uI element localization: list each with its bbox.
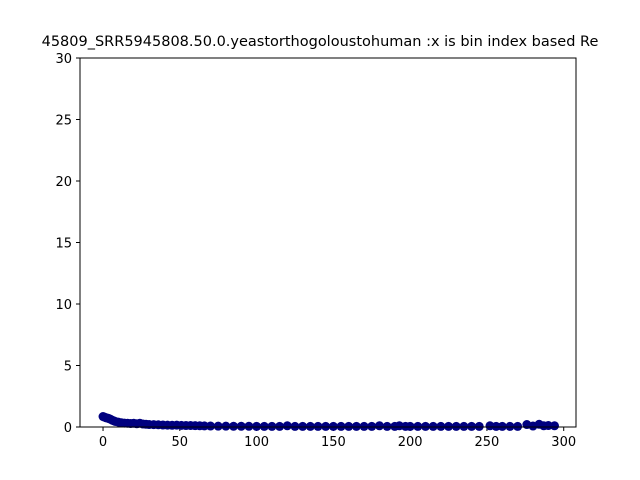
data-point [459,421,469,431]
data-point [451,421,461,431]
data-point [221,421,231,431]
data-point [497,421,507,431]
data-point [421,421,431,431]
y-tick-label: 0 [64,421,72,436]
data-point [550,421,560,431]
data-point [467,421,477,431]
data-point [344,421,354,431]
data-point [513,421,523,431]
data-point [367,421,377,431]
data-point [413,421,423,431]
chart-title: 45809_SRR5945808.50.0.yeastorthogolousto… [41,34,599,50]
data-point [505,421,515,431]
y-tick-label: 15 [55,237,72,252]
data-point [282,421,292,431]
data-point [321,421,331,431]
data-point [436,421,446,431]
x-tick-label: 250 [475,435,500,450]
x-tick-label: 50 [172,435,189,450]
plot-area-frame [79,57,577,428]
y-tick-label: 25 [55,114,72,129]
data-point [275,421,285,431]
x-tick-label: 200 [398,435,423,450]
y-tick-label: 5 [64,360,72,375]
x-tick-label: 0 [99,435,107,450]
data-point [428,421,438,431]
data-point [305,421,315,431]
data-point [444,421,454,431]
x-axis-ticks: 0 50 100 150 200 250 300 [99,427,576,450]
y-tick-label: 30 [55,52,72,67]
y-tick-label: 10 [55,298,72,313]
data-point [298,421,308,431]
y-axis-ticks: 0 5 10 15 20 25 30 [55,52,80,436]
data-point [229,421,239,431]
data-point [336,421,346,431]
data-point [374,421,384,431]
x-tick-label: 300 [551,435,576,450]
data-points [98,412,560,431]
data-point [244,421,254,431]
data-point [213,421,223,431]
data-point [351,421,361,431]
data-point [206,421,216,431]
y-tick-label: 20 [55,175,72,190]
data-point [359,421,369,431]
data-point [313,421,323,431]
x-tick-label: 150 [321,435,346,450]
data-point [236,421,246,431]
data-point [252,421,262,431]
data-point [405,421,415,431]
data-point [382,421,392,431]
data-point [290,421,300,431]
data-point [259,421,269,431]
data-point [474,421,484,431]
x-tick-label: 100 [244,435,269,450]
data-point [328,421,338,431]
data-point [267,421,277,431]
